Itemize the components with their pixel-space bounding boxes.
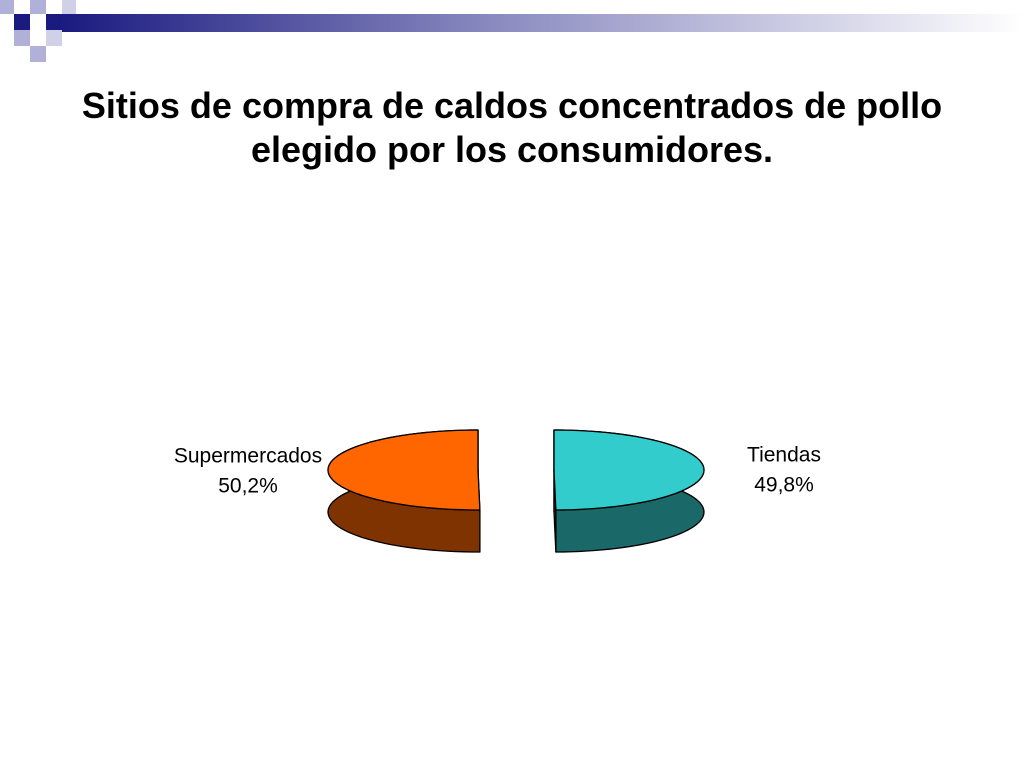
deco-square [46,30,62,46]
deco-square [30,0,46,14]
slice-top [553,429,705,511]
header-decoration [0,0,1024,62]
chart-title: Sitios de compra de caldos concentrados … [81,85,943,170]
pie-slice [553,429,705,553]
deco-square [0,0,14,14]
slice-category-label: Tiendas [747,444,821,467]
deco-square [30,46,46,62]
deco-square [46,14,62,30]
slice-value-label: 50,2% [218,474,278,497]
slice-category-label: Supermercados [174,444,322,467]
header-bar [60,14,1024,32]
deco-square [14,14,30,30]
slice-value-label: 49,8% [754,474,814,497]
pie-slice [327,429,481,553]
deco-square [14,30,30,46]
deco-square [62,0,76,14]
slice-top [327,429,481,511]
